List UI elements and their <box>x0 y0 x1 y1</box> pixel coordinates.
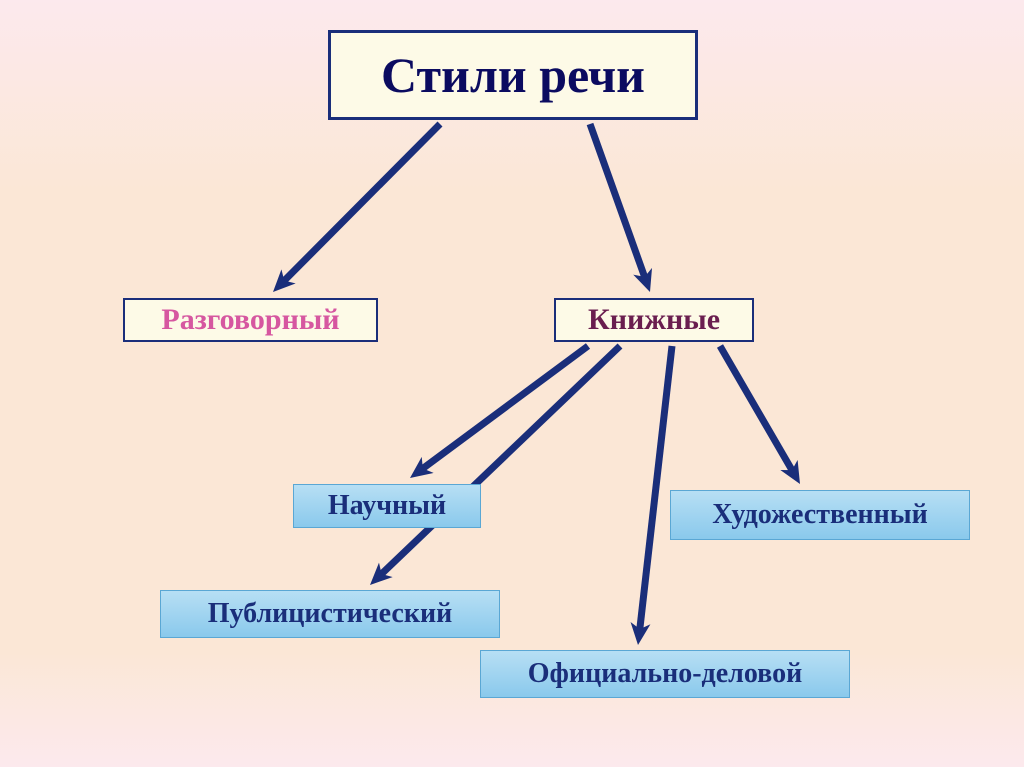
node-book-label: Книжные <box>588 303 720 337</box>
node-artistic: Художественный <box>670 490 970 540</box>
edge-arrow <box>284 124 440 281</box>
node-official: Официально-деловой <box>480 650 850 698</box>
edge-arrow <box>720 346 792 471</box>
edge-arrow <box>422 346 588 469</box>
node-book: Книжные <box>554 298 754 342</box>
node-spoken: Разговорный <box>123 298 378 342</box>
edge-arrow <box>640 346 672 630</box>
node-scientific: Научный <box>293 484 481 528</box>
node-official-label: Официально-деловой <box>528 658 802 690</box>
node-root-label: Стили речи <box>381 46 645 104</box>
edge-arrow <box>381 346 620 574</box>
node-spoken-label: Разговорный <box>161 303 339 337</box>
node-publicistic-label: Публицистический <box>208 598 453 630</box>
node-root: Стили речи <box>328 30 698 120</box>
node-publicistic: Публицистический <box>160 590 500 638</box>
node-scientific-label: Научный <box>328 490 446 522</box>
node-artistic-label: Художественный <box>712 499 928 531</box>
edge-arrow <box>590 124 645 277</box>
diagram-canvas: Стили речи Разговорный Книжные Научный Х… <box>0 0 1024 767</box>
